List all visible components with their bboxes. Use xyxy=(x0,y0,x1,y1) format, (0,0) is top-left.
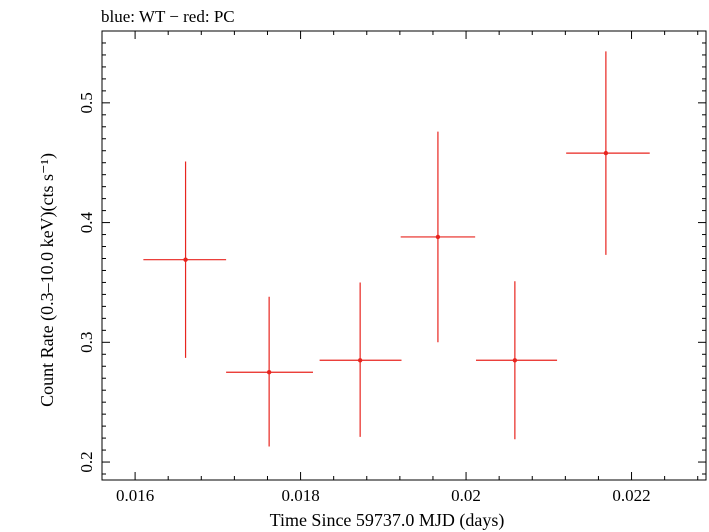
data-point xyxy=(183,257,188,262)
data-point-group xyxy=(566,51,650,255)
x-tick-label: 0.016 xyxy=(116,486,154,505)
x-tick-label: 0.022 xyxy=(612,486,650,505)
axis-tick-labels: 0.016 0.018 0.02 0.022 0.2 0.3 0.4 0.5 xyxy=(77,92,651,505)
x-tick-label: 0.02 xyxy=(451,486,481,505)
data-point-group xyxy=(400,131,476,343)
x-axis-label: Time Since 59737.0 MJD (days) xyxy=(270,510,505,531)
data-point-group xyxy=(226,296,313,447)
y-tick-label: 0.3 xyxy=(77,332,96,353)
y-tick-label: 0.5 xyxy=(77,92,96,113)
data-point-group xyxy=(319,282,402,437)
data-point-group xyxy=(143,161,227,358)
data-point xyxy=(603,150,609,156)
data-point xyxy=(435,234,441,240)
data-point xyxy=(266,370,272,375)
data-point xyxy=(512,358,518,363)
x-tick-label: 0.018 xyxy=(281,486,319,505)
y-axis-label: Count Rate (0.3–10.0 keV)(cts s⁻¹) xyxy=(37,153,58,407)
axis-ticks xyxy=(102,31,706,480)
plot-frame xyxy=(101,30,707,481)
y-tick-label: 0.4 xyxy=(77,211,96,233)
data-marks xyxy=(143,51,650,447)
y-tick-label: 0.2 xyxy=(77,451,96,472)
chart-title: blue: WT − red: PC xyxy=(101,7,235,26)
data-point xyxy=(357,358,363,363)
data-point-group xyxy=(475,281,558,440)
